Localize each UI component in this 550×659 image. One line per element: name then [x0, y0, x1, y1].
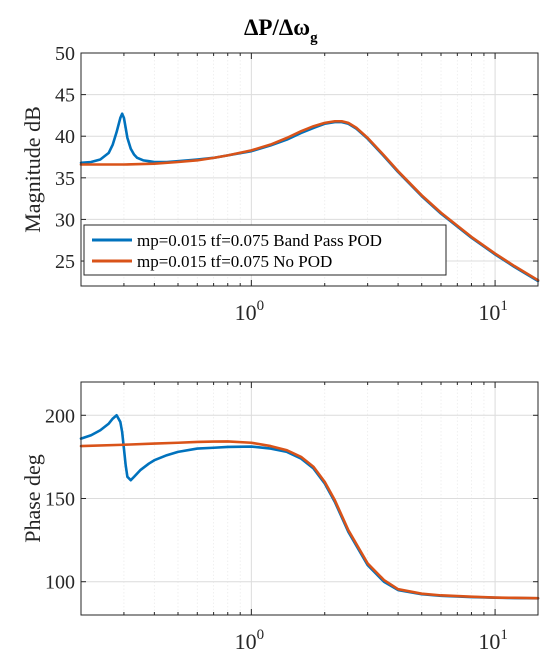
x-tick-label-exponent: 0 [257, 627, 265, 643]
chart-title-main: ΔP/Δω [244, 15, 310, 40]
y-tick-label: 150 [45, 489, 75, 511]
x-tick-label-base: 10 [478, 629, 500, 654]
x-tick-label-base: 10 [235, 629, 257, 654]
legend-box [83, 224, 447, 276]
x-tick-label-exponent: 0 [257, 298, 265, 314]
x-tick-label-base: 10 [235, 300, 257, 325]
chart-title-subscript: g [310, 30, 318, 46]
y-tick-label: 45 [55, 85, 75, 107]
y-tick-label: 50 [55, 43, 75, 65]
y-tick-label: 35 [55, 168, 75, 190]
y-tick-label: 30 [55, 209, 75, 231]
x-tick-label: 100 [235, 298, 265, 325]
x-tick-label: 100 [235, 627, 265, 654]
y-tick-label: 25 [55, 251, 75, 273]
y-tick-label: 200 [45, 405, 75, 427]
legend-label-series2: mp=0.015 tf=0.075 No POD [137, 252, 332, 271]
x-tick-label-base: 10 [478, 300, 500, 325]
legend-label-series1: mp=0.015 tf=0.075 Band Pass POD [137, 231, 382, 250]
legend: mp=0.015 tf=0.075 Band Pass POD mp=0.015… [83, 224, 447, 276]
y-axis-label: Magnitude dB [20, 106, 45, 233]
y-axis-label: Phase deg [20, 454, 45, 543]
series-line-2 [79, 440, 540, 600]
x-tick-label-exponent: 1 [500, 298, 508, 314]
x-tick-label: 101 [478, 298, 508, 325]
y-tick-label: 100 [45, 572, 75, 594]
series-line-2 [79, 119, 540, 282]
x-tick-label-exponent: 1 [500, 627, 508, 643]
x-tick-label: 101 [478, 627, 508, 654]
chart-title: ΔP/Δωg [244, 15, 318, 46]
axes-frame [80, 52, 539, 287]
y-tick-label: 40 [55, 126, 75, 148]
